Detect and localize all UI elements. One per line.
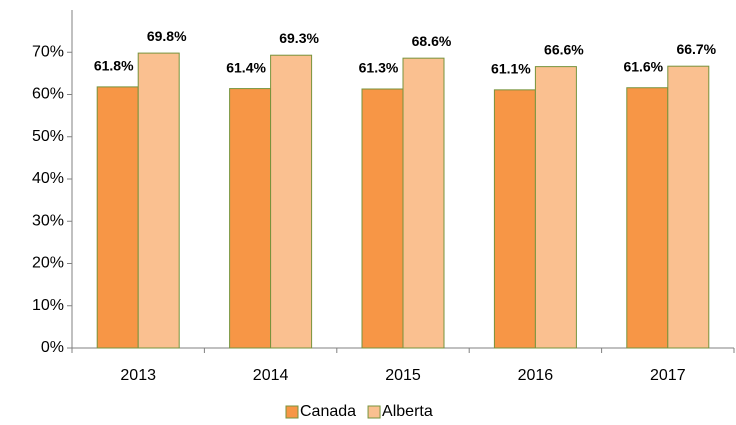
value-label: 61.3% [359, 60, 399, 76]
y-tick-label: 40% [32, 170, 64, 187]
bar [626, 87, 669, 349]
x-tick-label: 2016 [518, 367, 554, 384]
bar [667, 65, 710, 349]
bar [229, 88, 272, 349]
legend-swatch [367, 405, 381, 419]
value-label: 69.8% [147, 28, 187, 44]
x-tick-label: 2017 [650, 367, 686, 384]
legend-label: Alberta [382, 403, 433, 420]
legend-swatch [285, 405, 299, 419]
value-label: 68.6% [412, 33, 452, 49]
y-tick-label: 70% [32, 43, 64, 60]
y-tick-label: 50% [32, 128, 64, 145]
bar [534, 66, 577, 349]
y-tick-label: 20% [32, 255, 64, 272]
value-label: 61.8% [94, 58, 134, 74]
y-tick-label: 10% [32, 297, 64, 314]
legend-label: Canada [300, 403, 356, 420]
bar [137, 52, 180, 349]
value-label: 66.6% [544, 41, 584, 57]
bar [361, 88, 404, 349]
y-tick-label: 60% [32, 86, 64, 103]
bar [402, 57, 445, 349]
value-label: 61.6% [623, 58, 663, 74]
x-tick-label: 2015 [385, 367, 421, 384]
y-tick-label: 30% [32, 212, 64, 229]
bar [96, 86, 139, 349]
x-tick-label: 2013 [120, 367, 156, 384]
bar [270, 54, 313, 349]
value-label: 66.7% [676, 41, 716, 57]
value-label: 61.1% [491, 61, 531, 77]
y-tick-label: 0% [41, 339, 64, 356]
bar [493, 89, 536, 349]
value-label: 61.4% [226, 59, 266, 75]
value-label: 69.3% [279, 30, 319, 46]
x-tick-label: 2014 [253, 367, 289, 384]
